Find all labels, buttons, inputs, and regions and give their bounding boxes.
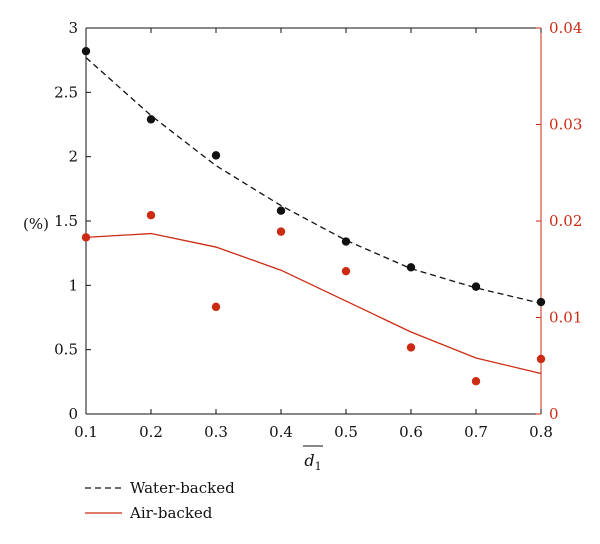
- air-backed-point-1: [146, 211, 156, 220]
- y-right-tick-label-3: 0.03: [549, 116, 582, 134]
- y-right-tick-label-0: 0: [549, 405, 559, 423]
- air-backed-line: [85, 232, 542, 375]
- legend-label-air-backed: Air-backed: [129, 504, 213, 522]
- air-backed-point-5: [406, 343, 416, 352]
- water-backed-point-3: [276, 206, 286, 215]
- x-tick-label-0: 0.1: [74, 423, 98, 441]
- water-backed-point-5: [406, 263, 416, 272]
- water-backed-line: [85, 57, 542, 304]
- water-backed-point-7: [536, 297, 546, 307]
- y-left-tick-label-1: 0.5: [54, 341, 78, 359]
- legend-label-water-backed: Water-backed: [130, 479, 235, 497]
- water-backed-point-6: [471, 282, 481, 291]
- air-backed-point-6: [471, 376, 481, 386]
- x-tick-label-7: 0.8: [529, 423, 553, 441]
- y-left-tick-label-4: 2: [68, 148, 78, 166]
- y-left-tick-label-5: 2.5: [54, 83, 78, 101]
- water-backed-point-0: [81, 46, 91, 56]
- water-backed-point-1: [146, 115, 156, 124]
- x-tick-label-5: 0.6: [399, 423, 423, 441]
- x-axis-label: d1: [304, 451, 321, 473]
- air-backed-point-4: [341, 266, 351, 276]
- y-left-tick-label-6: 3: [68, 19, 78, 37]
- y-left-tick-label-2: 1: [68, 276, 78, 294]
- y-left-tick-label-3: 1.5: [54, 212, 78, 230]
- x-tick-label-3: 0.4: [269, 423, 293, 441]
- x-tick-label-6: 0.7: [464, 423, 488, 441]
- y-left-axis-label: (%): [23, 215, 49, 233]
- y-right-tick-label-2: 0.02: [549, 212, 582, 230]
- x-tick-label-2: 0.3: [204, 423, 228, 441]
- y-left-tick-label-0: 0: [68, 405, 78, 423]
- air-backed-point-2: [211, 302, 221, 312]
- water-backed-point-2: [211, 151, 221, 160]
- water-backed-point-4: [341, 237, 351, 246]
- y-right-tick-label-4: 0.04: [549, 19, 582, 37]
- air-backed-point-0: [81, 233, 91, 242]
- air-backed-point-3: [276, 227, 286, 236]
- y-right-tick-label-1: 0.01: [549, 309, 582, 327]
- x-tick-label-4: 0.5: [334, 423, 358, 441]
- air-backed-point-7: [536, 354, 546, 364]
- x-tick-label-1: 0.2: [139, 423, 163, 441]
